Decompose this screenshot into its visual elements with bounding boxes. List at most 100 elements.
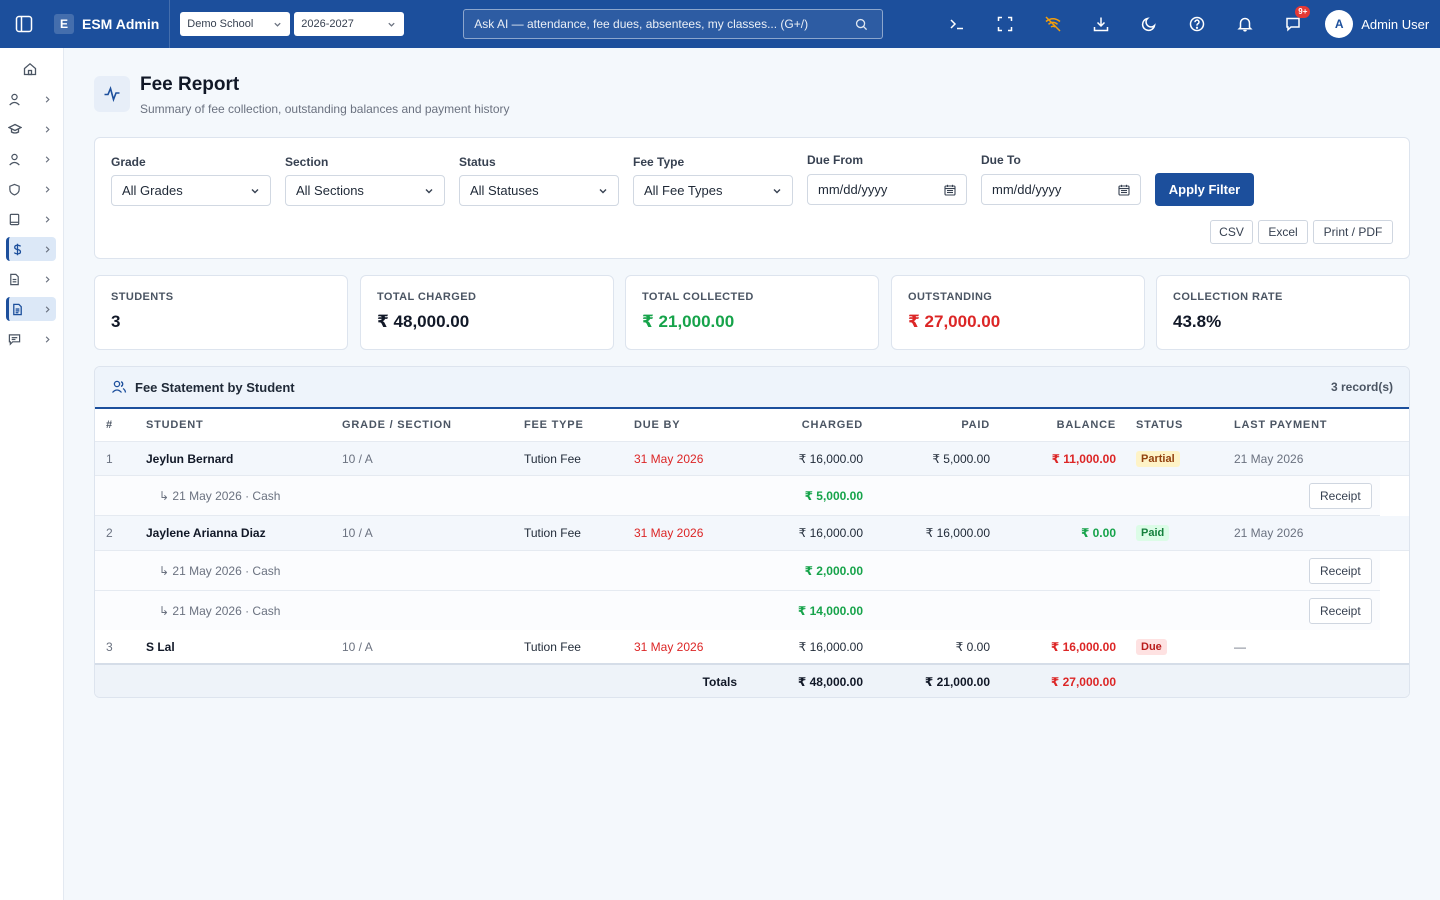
col-fee-type[interactable]: FEE TYPE [524,419,584,431]
help-icon [1190,16,1205,32]
messages-badge: 9+ [1295,6,1311,18]
year-select-value: 2026-2027 [301,18,354,30]
fullscreen-icon [998,16,1013,32]
wifi-off-icon [1045,16,1061,32]
chevron-right-icon [45,185,50,193]
due-to-input[interactable]: mm/dd/yyyy [981,174,1141,205]
chevron-down-icon [773,188,781,193]
stat-value: ₹ 21,000.00 [642,312,735,331]
col-last-payment[interactable]: LAST PAYMENT [1234,419,1328,431]
col-paid[interactable]: PAID [961,419,990,431]
rail-staff[interactable] [6,147,56,171]
total-paid: ₹ 21,000.00 [924,674,990,689]
fullscreen-button[interactable] [981,0,1029,48]
charged-amount: ₹ 16,000.00 [798,451,863,466]
rail-users[interactable] [6,87,56,111]
grade-select[interactable]: All Grades [111,175,271,206]
avatar: A [1325,10,1354,38]
col-charged[interactable]: CHARGED [801,419,863,431]
chevron-right-icon [45,335,50,343]
year-select[interactable]: 2026-2027 [294,12,405,36]
col-balance[interactable]: BALANCE [1056,419,1116,431]
rail-messages[interactable] [6,327,56,351]
export-csv-button[interactable]: CSV [1210,220,1253,244]
rail-academics[interactable] [6,117,56,141]
chevron-down-icon [274,22,281,27]
due-from-placeholder: mm/dd/yyyy [818,182,888,197]
help-button[interactable] [1173,0,1221,48]
export-excel-button[interactable]: Excel [1258,220,1308,244]
table-row[interactable]: 3 S Lal 10 / A Tution Fee 31 May 2026 ₹ … [95,630,1409,665]
table-row[interactable]: 1 Jeylun Bernard 10 / A Tution Fee 31 Ma… [95,442,1409,476]
sidebar-toggle-button[interactable] [0,0,48,48]
paid-amount: ₹ 0.00 [955,639,990,654]
brand[interactable]: E ESM Admin [48,0,171,48]
col-status[interactable]: STATUS [1136,419,1184,431]
stat-label: TOTAL COLLECTED [642,291,754,303]
col-student[interactable]: STUDENT [146,419,204,431]
status-select[interactable]: All Statuses [459,175,619,206]
home-icon [23,62,37,76]
receipt-button[interactable]: Receipt [1309,557,1372,584]
ai-search-input[interactable]: Ask AI — attendance, fee dues, absentees… [463,9,884,39]
receipt-button[interactable]: Receipt [1309,597,1372,624]
user-name: Admin User [1361,16,1430,32]
theme-toggle-button[interactable] [1125,0,1173,48]
totals-label: Totals [702,674,737,689]
totals-row: Totals ₹ 48,000.00 ₹ 21,000.00 ₹ 27,000.… [95,665,1409,697]
messages-button[interactable]: 9+ [1269,0,1317,48]
balance-amount: ₹ 0.00 [1080,526,1116,540]
print-pdf-button[interactable]: Print / PDF [1313,220,1393,244]
notifications-button[interactable] [1221,0,1269,48]
payment-row: ↳ 21 May 2026 · Cash ₹ 14,000.00 Receipt [95,591,1380,631]
status-badge: Paid [1136,525,1170,541]
paid-amount: ₹ 5,000.00 [932,451,990,466]
user-icon [9,153,20,166]
student-name: Jaylene Arianna Diaz [146,526,266,540]
rail-finance[interactable] [6,237,56,261]
fee-type: Tution Fee [524,451,581,466]
stat-value: 3 [111,312,121,331]
user-menu[interactable]: A Admin User [1325,10,1429,38]
terminal-button[interactable] [933,0,981,48]
offline-button[interactable] [1029,0,1077,48]
school-select[interactable]: Demo School [180,12,291,36]
col-due-by[interactable]: DUE BY [634,419,681,431]
student-name: Jeylun Bernard [146,451,234,466]
page-title: Fee Report [140,74,240,95]
brand-name: ESM Admin [82,16,160,32]
fee-type-label: Fee Type [633,155,685,169]
chevron-right-icon [45,305,50,313]
table-title: Fee Statement by Student [135,379,295,395]
stat-card-students: STUDENTS 3 [94,275,348,350]
due-from-filter: Due From mm/dd/yyyy [807,153,967,205]
section-select-value: All Sections [296,183,364,198]
fee-type-select[interactable]: All Fee Types [633,175,793,206]
grade-section: 10 / A [342,639,373,654]
payment-detail: ↳ 21 May 2026 · Cash [159,488,281,503]
row-num: 1 [106,451,113,466]
apply-filter-button[interactable]: Apply Filter [1155,173,1254,206]
brand-logo: E [54,14,74,34]
payment-row: ↳ 21 May 2026 · Cash ₹ 5,000.00 Receipt [95,476,1380,516]
col-grade-section[interactable]: GRADE / SECTION [342,419,452,431]
download-button[interactable] [1077,0,1125,48]
fee-type-filter: Fee Type All Fee Types [633,155,793,206]
last-payment-date: 21 May 2026 [1234,451,1304,466]
rail-library[interactable] [6,207,56,231]
stat-card-total-collected: TOTAL COLLECTED ₹ 21,000.00 [625,275,879,350]
payment-detail: ↳ 21 May 2026 · Cash [159,563,281,578]
receipt-button[interactable]: Receipt [1309,482,1372,509]
rail-security[interactable] [6,177,56,201]
ai-search-placeholder: Ask AI — attendance, fee dues, absentees… [474,17,809,31]
rail-reports[interactable] [6,297,56,321]
stat-label: STUDENTS [111,291,174,303]
table-row[interactable]: 2 Jaylene Arianna Diaz 10 / A Tution Fee… [95,516,1409,551]
fee-statement-table: Fee Statement by Student 3 record(s) # S… [94,366,1410,698]
due-from-input[interactable]: mm/dd/yyyy [807,174,967,205]
section-select[interactable]: All Sections [285,175,445,206]
rail-home[interactable] [6,57,56,81]
rail-documents[interactable] [6,267,56,291]
shield-icon [9,183,20,196]
due-to-filter: Due To mm/dd/yyyy [981,153,1141,205]
